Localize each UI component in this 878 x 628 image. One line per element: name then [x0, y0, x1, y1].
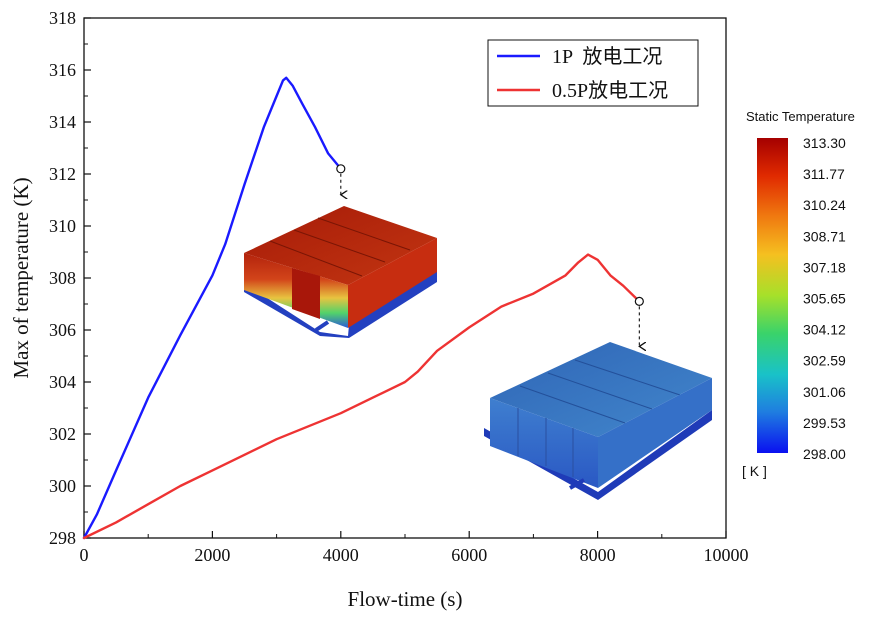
y-tick-label: 298 — [49, 528, 76, 548]
x-axis-ticks: 0 2000 4000 6000 8000 10000 — [80, 531, 749, 565]
colorbar-label: 304.12 — [803, 322, 846, 338]
colorbar-label: 298.00 — [803, 446, 846, 462]
series-layer — [82, 76, 641, 540]
colorbar-label: 305.65 — [803, 291, 846, 307]
battery-module-inset-05p — [484, 342, 712, 500]
x-tick-label: 10000 — [704, 545, 749, 565]
y-tick-label: 308 — [49, 268, 76, 288]
colorbar-gradient — [757, 138, 788, 453]
y-tick-label: 314 — [49, 112, 76, 132]
y-axis-ticks: 298 300 302 304 306 308 310 312 314 316 318 — [49, 8, 91, 548]
y-tick-label: 304 — [49, 372, 76, 392]
colorbar-labels: 313.30 311.77 310.24 308.71 307.18 305.65 304.… — [803, 135, 846, 462]
series-line-05p — [82, 253, 641, 540]
y-axis-label: Max of temperature (K) — [9, 177, 33, 378]
x-tick-label: 4000 — [323, 545, 359, 565]
colorbar-label: 307.18 — [803, 259, 846, 275]
x-tick-label: 0 — [80, 545, 89, 565]
y-tick-label: 302 — [49, 424, 76, 444]
colorbar-label: 310.24 — [803, 197, 846, 213]
y-tick-label: 306 — [49, 320, 76, 340]
series-line-1p — [82, 76, 342, 540]
annotation-marker — [336, 164, 346, 174]
x-tick-label: 6000 — [451, 545, 487, 565]
colorbar-label: 311.77 — [803, 166, 845, 182]
annotation-marker — [634, 296, 644, 306]
colorbar-title: Static Temperature — [746, 109, 855, 124]
y-tick-label: 300 — [49, 476, 76, 496]
colorbar-label: 301.06 — [803, 384, 846, 400]
colorbar-label: 308.71 — [803, 228, 846, 244]
legend-box — [487, 39, 699, 107]
colorbar: Static Temperature 313.30 311.77 310.24 308… — [742, 109, 855, 479]
x-tick-label: 8000 — [580, 545, 616, 565]
legend-label-05p: 0.5P放电工况 — [552, 79, 668, 102]
y-tick-label: 316 — [49, 60, 76, 80]
x-axis-label: Flow-time (s) — [348, 587, 463, 611]
legend-label-1p: 1P 放电工况 — [552, 45, 662, 68]
y-tick-label: 310 — [49, 216, 76, 236]
x-tick-label: 2000 — [194, 545, 230, 565]
y-tick-label: 318 — [49, 8, 76, 28]
colorbar-label: 299.53 — [803, 415, 846, 431]
battery-module-inset-1p — [244, 206, 437, 338]
colorbar-unit: [ K ] — [742, 463, 767, 479]
colorbar-label: 302.59 — [803, 353, 846, 369]
legend: 1P 放电工况 0.5P放电工况 — [487, 39, 699, 107]
colorbar-label: 313.30 — [803, 135, 846, 151]
y-tick-label: 312 — [49, 164, 76, 184]
annotation-layer — [336, 164, 644, 347]
